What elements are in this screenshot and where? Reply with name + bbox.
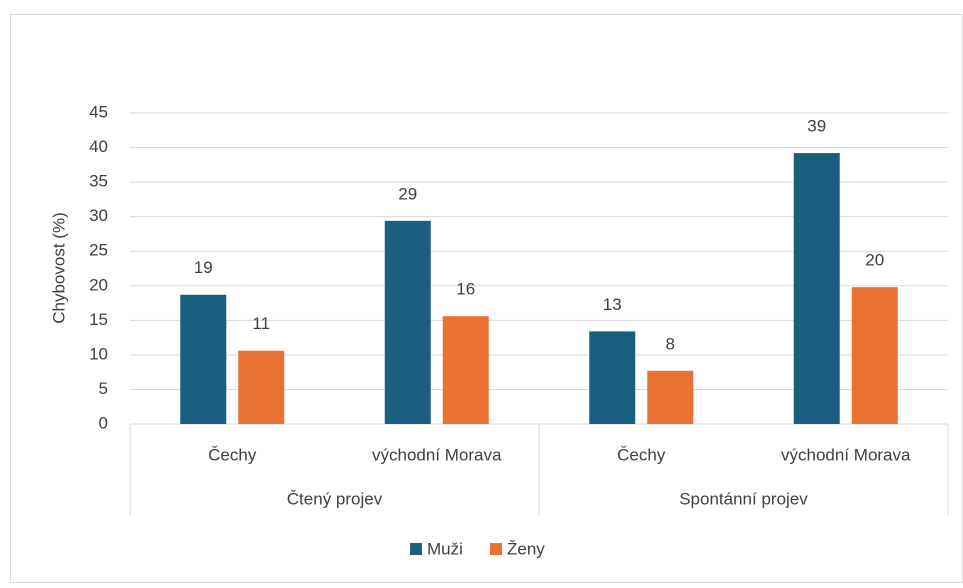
legend-swatch <box>410 543 422 555</box>
legend-label: Ženy <box>507 539 545 558</box>
x-tick-label: Čechy <box>617 445 666 464</box>
bar <box>442 316 489 424</box>
y-tick-label: 10 <box>89 344 108 363</box>
data-label: 29 <box>398 184 417 203</box>
legend-label: Muži <box>427 539 463 558</box>
x-tick-label: východní Morava <box>372 445 502 464</box>
bar <box>793 153 840 424</box>
x-tick-label: Čechy <box>208 445 257 464</box>
data-label: 16 <box>456 280 475 299</box>
y-tick-label: 25 <box>89 241 108 260</box>
data-label: 11 <box>252 314 270 333</box>
bar <box>589 331 636 424</box>
data-label: 19 <box>194 258 213 277</box>
data-label: 39 <box>807 117 826 136</box>
y-tick-label: 40 <box>89 137 108 156</box>
bar <box>180 294 227 424</box>
bar <box>851 287 898 424</box>
y-tick-label: 15 <box>89 310 108 329</box>
data-label: 8 <box>666 334 675 353</box>
y-tick-label: 30 <box>89 206 108 225</box>
y-tick-label: 0 <box>99 413 108 432</box>
y-axis-label: Chybovost (%) <box>49 212 68 323</box>
y-tick-label: 20 <box>89 275 108 294</box>
group-label: Čtený projev <box>287 489 383 508</box>
y-tick-label: 5 <box>99 379 108 398</box>
data-label: 13 <box>603 295 622 314</box>
legend-swatch <box>490 543 502 555</box>
bar <box>384 220 431 424</box>
y-tick-label: 45 <box>89 102 108 121</box>
group-label: Spontánní projev <box>679 489 808 508</box>
y-tick-label: 35 <box>89 172 108 191</box>
bar <box>238 350 285 424</box>
data-label: 20 <box>865 251 884 270</box>
bar <box>647 370 694 424</box>
x-tick-label: východní Morava <box>781 445 911 464</box>
